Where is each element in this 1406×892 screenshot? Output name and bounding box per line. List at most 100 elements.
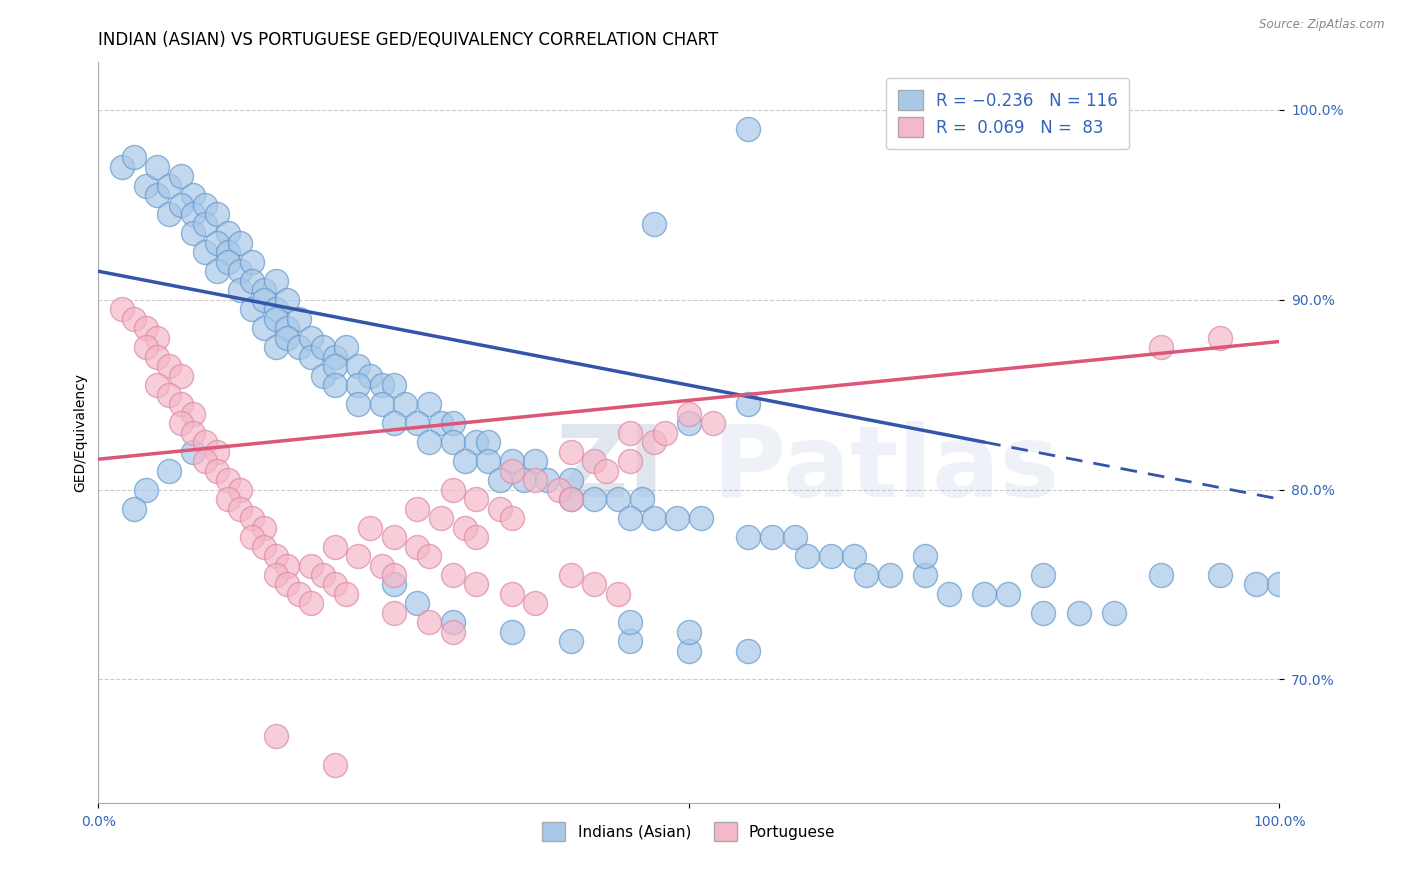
Point (938, 587, 960, 601)
Point (619, 615, 641, 630)
Point (347, 549, 370, 563)
Point (323, 359, 346, 374)
Point (737, 530, 759, 544)
Point (430, 416, 453, 430)
Point (560, 568, 582, 582)
Point (441, 483, 464, 497)
Point (501, 454, 523, 468)
Point (524, 473, 547, 487)
Point (441, 435, 464, 450)
Point (643, 435, 665, 450)
Point (441, 624, 464, 639)
Point (382, 606, 405, 620)
Point (406, 501, 429, 516)
Point (595, 464, 617, 478)
Point (194, 245, 217, 260)
Point (477, 454, 499, 468)
Point (855, 568, 877, 582)
Point (737, 397, 759, 411)
Point (879, 568, 901, 582)
Point (382, 577, 405, 591)
Point (453, 520, 475, 534)
Text: ZI: ZI (555, 421, 665, 518)
Point (229, 235, 252, 250)
Point (583, 491, 606, 506)
Point (157, 207, 180, 221)
Point (406, 416, 429, 430)
Point (217, 473, 239, 487)
Point (465, 577, 488, 591)
Point (441, 416, 464, 430)
Point (560, 444, 582, 458)
Point (111, 160, 134, 174)
Point (335, 587, 357, 601)
Point (205, 235, 228, 250)
Legend: Indians (Asian), Portuguese: Indians (Asian), Portuguese (536, 816, 842, 847)
Text: Patlas: Patlas (713, 421, 1060, 518)
Point (323, 350, 346, 364)
Point (157, 387, 180, 401)
Point (312, 368, 335, 383)
Point (122, 501, 145, 516)
Point (157, 359, 180, 374)
Point (135, 178, 157, 193)
Point (170, 368, 193, 383)
Point (560, 491, 582, 506)
Point (630, 491, 652, 506)
Point (406, 540, 429, 554)
Point (240, 511, 263, 525)
Point (312, 340, 335, 354)
Point (194, 198, 217, 212)
Point (619, 425, 641, 440)
Point (205, 207, 228, 221)
Point (678, 407, 700, 421)
Point (453, 454, 475, 468)
Point (418, 615, 440, 630)
Point (276, 577, 298, 591)
Point (1032, 568, 1054, 582)
Point (146, 350, 169, 364)
Point (1067, 606, 1090, 620)
Point (382, 530, 405, 544)
Point (382, 378, 405, 392)
Point (240, 302, 263, 317)
Point (347, 397, 370, 411)
Point (560, 473, 582, 487)
Point (702, 416, 724, 430)
Point (253, 283, 276, 297)
Point (146, 331, 169, 345)
Point (371, 397, 394, 411)
Point (299, 597, 322, 611)
Point (205, 264, 228, 278)
Point (382, 568, 405, 582)
Point (973, 587, 995, 601)
Point (501, 511, 523, 525)
Point (489, 473, 512, 487)
Point (299, 558, 322, 573)
Point (1102, 606, 1125, 620)
Point (217, 254, 239, 268)
Point (406, 597, 429, 611)
Point (1244, 577, 1267, 591)
Point (678, 624, 700, 639)
Point (299, 350, 322, 364)
Point (217, 491, 239, 506)
Point (181, 207, 204, 221)
Point (122, 311, 145, 326)
Point (666, 511, 689, 525)
Point (418, 397, 440, 411)
Point (146, 378, 169, 392)
Point (359, 368, 381, 383)
Point (264, 311, 287, 326)
Point (181, 188, 204, 202)
Point (276, 321, 298, 335)
Point (619, 511, 641, 525)
Point (761, 530, 783, 544)
Point (914, 549, 936, 563)
Point (335, 340, 357, 354)
Point (253, 293, 276, 307)
Point (264, 274, 287, 288)
Point (418, 435, 440, 450)
Point (194, 435, 217, 450)
Point (560, 634, 582, 648)
